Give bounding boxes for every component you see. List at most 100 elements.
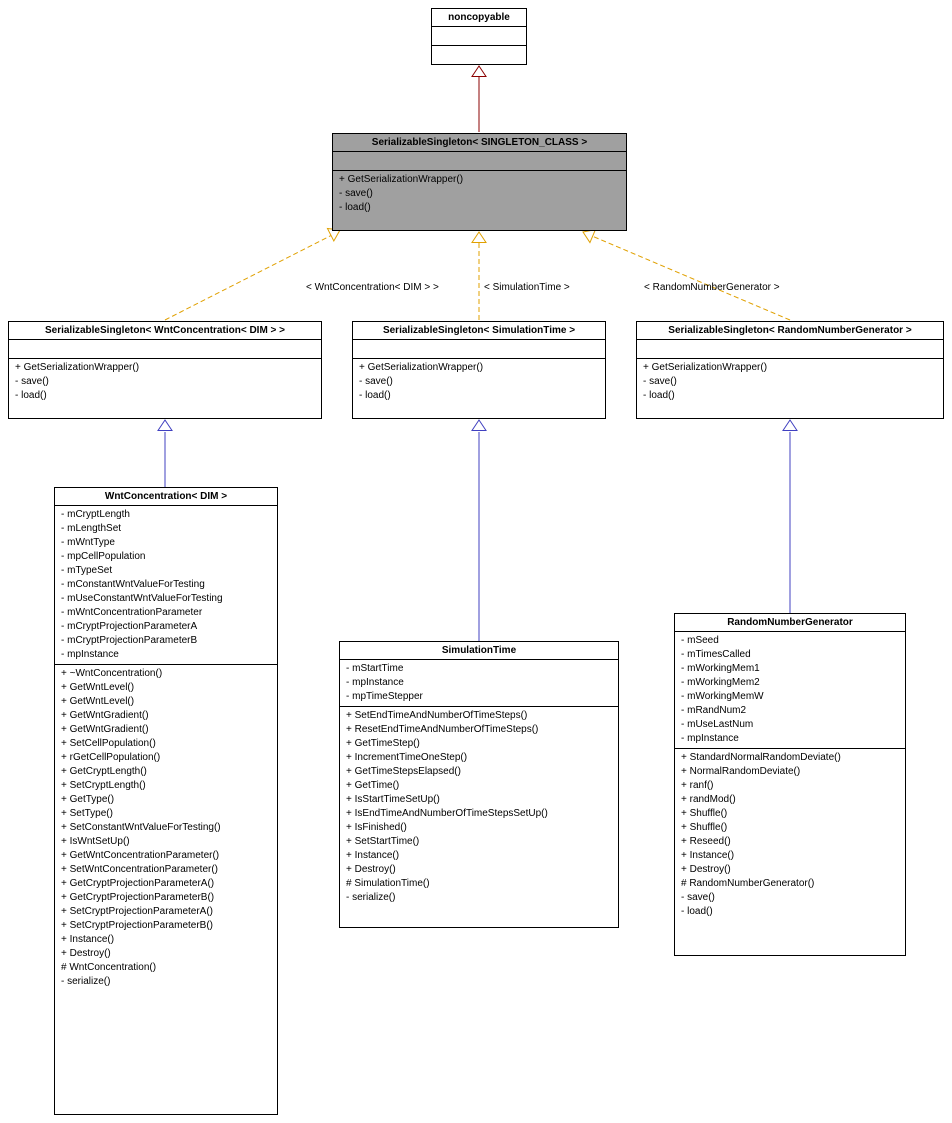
class-operations: + GetSerializationWrapper()- save()- loa… xyxy=(9,359,321,405)
class-operation: - save() xyxy=(359,375,599,389)
class-attribute: - mUseLastNum xyxy=(681,718,899,732)
class-operation: - load() xyxy=(339,201,620,215)
class-title: WntConcentration< DIM > xyxy=(55,488,277,506)
class-operations xyxy=(432,46,526,64)
edge-label: < WntConcentration< DIM > > xyxy=(306,282,439,293)
class-operation: + GetTime() xyxy=(346,779,612,793)
class-attribute: - mStartTime xyxy=(346,662,612,676)
class-attribute: - mWorkingMem1 xyxy=(681,662,899,676)
class-attribute: - mWorkingMem2 xyxy=(681,676,899,690)
class-operation: + Instance() xyxy=(61,933,271,947)
class-attribute: - mpInstance xyxy=(346,676,612,690)
class-attribute: - mWntConcentrationParameter xyxy=(61,606,271,620)
class-operation: + GetCryptProjectionParameterB() xyxy=(61,891,271,905)
class-operation: + ~WntConcentration() xyxy=(61,667,271,681)
class-operation: + Destroy() xyxy=(346,863,612,877)
class-attribute: - mpInstance xyxy=(61,648,271,662)
class-attribute: - mpTimeStepper xyxy=(346,690,612,704)
class-attributes xyxy=(9,340,321,359)
class-attribute: - mCryptProjectionParameterB xyxy=(61,634,271,648)
class-attribute: - mRandNum2 xyxy=(681,704,899,718)
class-operation: + GetType() xyxy=(61,793,271,807)
class-operation: + GetSerializationWrapper() xyxy=(15,361,315,375)
class-operations: + GetSerializationWrapper()- save()- loa… xyxy=(637,359,943,405)
edge-arrowhead xyxy=(158,420,172,431)
class-operation: + SetStartTime() xyxy=(346,835,612,849)
class-operations: + ~WntConcentration()+ GetWntLevel()+ Ge… xyxy=(55,665,277,991)
class-operation: + GetCryptLength() xyxy=(61,765,271,779)
class-operation: + rGetCellPopulation() xyxy=(61,751,271,765)
class-operations: + SetEndTimeAndNumberOfTimeSteps()+ Rese… xyxy=(340,707,618,907)
class-title: SerializableSingleton< SINGLETON_CLASS > xyxy=(333,134,626,152)
class-attributes xyxy=(353,340,605,359)
class-operation: # RandomNumberGenerator() xyxy=(681,877,899,891)
class-title: SerializableSingleton< SimulationTime > xyxy=(353,322,605,340)
class-operation: - save() xyxy=(643,375,937,389)
class-operation: + SetCryptProjectionParameterA() xyxy=(61,905,271,919)
class-operation: + IsFinished() xyxy=(346,821,612,835)
class-title: SimulationTime xyxy=(340,642,618,660)
class-operation: + IncrementTimeOneStep() xyxy=(346,751,612,765)
edge-arrowhead xyxy=(583,230,595,243)
uml-class-ser_simtime[interactable]: SerializableSingleton< SimulationTime > +… xyxy=(352,321,606,419)
uml-class-ser_wnt[interactable]: SerializableSingleton< WntConcentration<… xyxy=(8,321,322,419)
edge-arrowhead xyxy=(472,420,486,431)
class-operation: - load() xyxy=(15,389,315,403)
class-operation: + ranf() xyxy=(681,779,899,793)
edge xyxy=(165,235,332,320)
class-operation: + StandardNormalRandomDeviate() xyxy=(681,751,899,765)
class-operation: + Instance() xyxy=(681,849,899,863)
uml-class-simtime[interactable]: SimulationTime- mStartTime- mpInstance- … xyxy=(339,641,619,928)
class-operation: # WntConcentration() xyxy=(61,961,271,975)
class-operation: + GetTimeStep() xyxy=(346,737,612,751)
class-operation: + Destroy() xyxy=(681,863,899,877)
edge-arrowhead xyxy=(783,420,797,431)
class-operation: + GetSerializationWrapper() xyxy=(359,361,599,375)
class-operation: + GetWntGradient() xyxy=(61,709,271,723)
class-operation: - save() xyxy=(15,375,315,389)
class-attribute: - mSeed xyxy=(681,634,899,648)
uml-class-ser_rng[interactable]: SerializableSingleton< RandomNumberGener… xyxy=(636,321,944,419)
class-operation: + SetConstantWntValueForTesting() xyxy=(61,821,271,835)
class-operation: - save() xyxy=(339,187,620,201)
class-operation: + GetWntConcentrationParameter() xyxy=(61,849,271,863)
class-title: noncopyable xyxy=(432,9,526,27)
class-attributes: - mStartTime- mpInstance- mpTimeStepper xyxy=(340,660,618,707)
class-operation: - serialize() xyxy=(61,975,271,989)
edge xyxy=(592,236,790,320)
class-operation: + SetEndTimeAndNumberOfTimeSteps() xyxy=(346,709,612,723)
uml-class-ser_singleton[interactable]: SerializableSingleton< SINGLETON_CLASS >… xyxy=(332,133,627,231)
class-attribute: - mCryptProjectionParameterA xyxy=(61,620,271,634)
class-attribute: - mLengthSet xyxy=(61,522,271,536)
class-title: SerializableSingleton< RandomNumberGener… xyxy=(637,322,943,340)
edge-label: < SimulationTime > xyxy=(484,282,570,293)
class-operation: + Shuffle() xyxy=(681,821,899,835)
class-operation: + SetCellPopulation() xyxy=(61,737,271,751)
class-attributes: - mCryptLength- mLengthSet- mWntType- mp… xyxy=(55,506,277,665)
uml-class-noncopyable[interactable]: noncopyable xyxy=(431,8,527,65)
class-operation: + SetType() xyxy=(61,807,271,821)
class-operation: + Reseed() xyxy=(681,835,899,849)
class-operation: + IsEndTimeAndNumberOfTimeStepsSetUp() xyxy=(346,807,612,821)
class-attribute: - mWorkingMemW xyxy=(681,690,899,704)
class-operation: + Destroy() xyxy=(61,947,271,961)
class-title: RandomNumberGenerator xyxy=(675,614,905,632)
class-operation: + randMod() xyxy=(681,793,899,807)
class-operation: - load() xyxy=(359,389,599,403)
class-operation: + GetWntLevel() xyxy=(61,681,271,695)
class-attributes: - mSeed- mTimesCalled- mWorkingMem1- mWo… xyxy=(675,632,905,749)
edge-arrowhead xyxy=(472,66,486,77)
class-attribute: - mpInstance xyxy=(681,732,899,746)
class-operation: - load() xyxy=(681,905,899,919)
class-attribute: - mUseConstantWntValueForTesting xyxy=(61,592,271,606)
class-operations: + GetSerializationWrapper()- save()- loa… xyxy=(353,359,605,405)
edge-label: < RandomNumberGenerator > xyxy=(644,282,780,293)
class-operation: + GetWntLevel() xyxy=(61,695,271,709)
class-operation: + SetCryptLength() xyxy=(61,779,271,793)
edge-arrowhead xyxy=(472,232,486,243)
class-attribute: - mpCellPopulation xyxy=(61,550,271,564)
class-operations: + StandardNormalRandomDeviate()+ NormalR… xyxy=(675,749,905,921)
uml-class-rng[interactable]: RandomNumberGenerator- mSeed- mTimesCall… xyxy=(674,613,906,956)
class-operation: - serialize() xyxy=(346,891,612,905)
uml-class-wnt[interactable]: WntConcentration< DIM >- mCryptLength- m… xyxy=(54,487,278,1115)
